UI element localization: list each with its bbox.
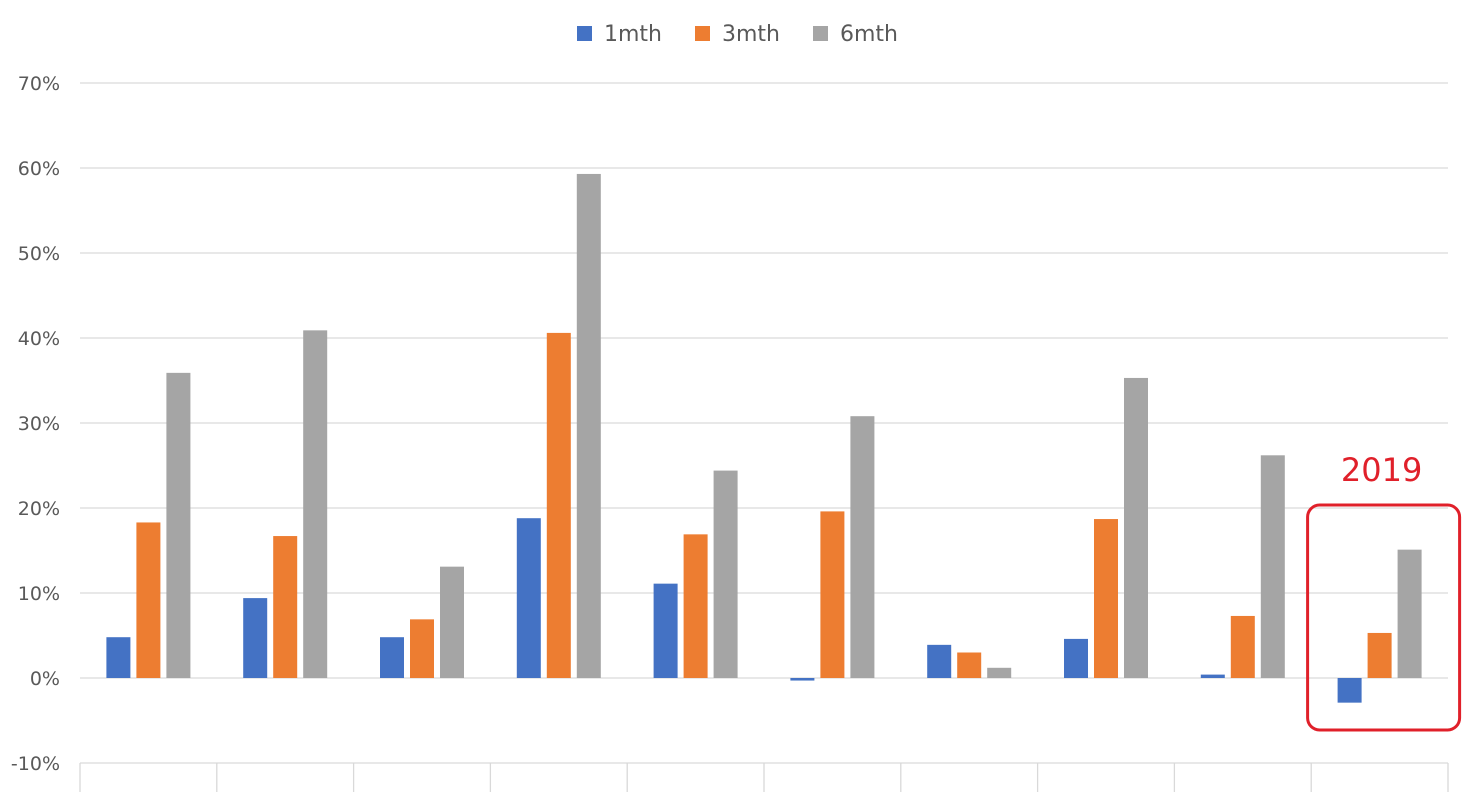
annotation-box bbox=[1306, 503, 1462, 732]
bar-6mth bbox=[987, 667, 1012, 678]
bars bbox=[106, 173, 1422, 703]
x-axis-ticks bbox=[79, 763, 1449, 792]
bar-6mth bbox=[1124, 377, 1148, 678]
bar-1mth bbox=[1337, 678, 1362, 703]
bar-3mth bbox=[957, 652, 982, 678]
bar-6mth bbox=[713, 470, 738, 678]
legend-swatch-3mth bbox=[695, 26, 710, 41]
y-axis-tick-labels: -10% 0% 10% 20% 30% 40% 50% 60% 70% bbox=[11, 73, 60, 775]
y-tick-label: 60% bbox=[18, 158, 60, 180]
bar-6mth bbox=[576, 173, 601, 678]
bar-1mth bbox=[1200, 674, 1225, 678]
annotation-label: 2019 bbox=[1341, 451, 1422, 489]
legend-swatch-6mth bbox=[813, 26, 828, 41]
bar-1mth bbox=[380, 637, 404, 678]
legend-label-1mth: 1mth bbox=[604, 22, 662, 47]
y-tick-label: 10% bbox=[18, 583, 60, 605]
y-tick-label: 50% bbox=[18, 243, 60, 265]
bar-6mth bbox=[1260, 455, 1285, 678]
y-tick-label: 40% bbox=[18, 328, 60, 350]
y-tick-label: 70% bbox=[18, 73, 60, 95]
bar-6mth bbox=[303, 330, 328, 678]
bar-3mth bbox=[546, 332, 571, 678]
bar-6mth bbox=[850, 416, 875, 678]
legend-label-6mth: 6mth bbox=[840, 22, 898, 47]
bar-3mth bbox=[683, 534, 708, 678]
bar-1mth bbox=[243, 598, 268, 678]
bar-6mth bbox=[166, 372, 191, 678]
legend-swatch-1mth bbox=[577, 26, 592, 41]
bar-1mth bbox=[927, 644, 952, 678]
bar-1mth bbox=[1064, 638, 1088, 678]
y-tick-label: 0% bbox=[30, 668, 60, 690]
bar-3mth bbox=[820, 511, 845, 678]
legend-label-3mth: 3mth bbox=[722, 22, 780, 47]
bar-3mth bbox=[273, 536, 298, 678]
bar-3mth bbox=[1094, 519, 1118, 678]
bar-1mth bbox=[790, 678, 815, 681]
bar-6mth bbox=[440, 566, 464, 678]
bar-1mth bbox=[653, 583, 678, 678]
annotation: 2019 bbox=[1306, 451, 1462, 732]
bar-6mth bbox=[1397, 549, 1422, 678]
bar-3mth bbox=[410, 619, 434, 678]
bar-1mth bbox=[516, 518, 541, 678]
legend: 1mth 3mth 6mth bbox=[577, 22, 898, 47]
y-tick-label: -10% bbox=[11, 753, 60, 775]
bar-1mth bbox=[106, 637, 131, 678]
y-tick-label: 20% bbox=[18, 498, 60, 520]
y-tick-label: 30% bbox=[18, 413, 60, 435]
bar-3mth bbox=[1367, 632, 1392, 678]
bar-3mth bbox=[1230, 615, 1255, 678]
bar-3mth bbox=[136, 522, 161, 678]
